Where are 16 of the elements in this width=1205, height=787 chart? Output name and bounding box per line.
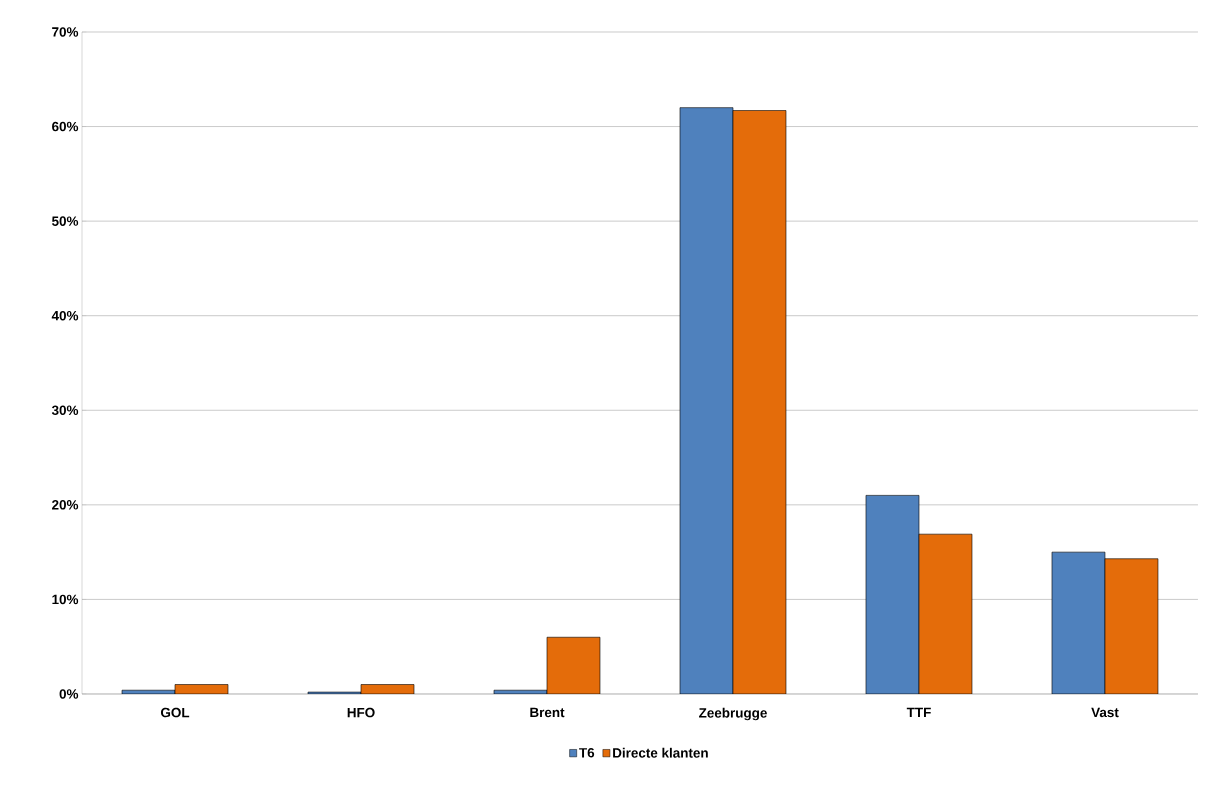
y-tick-label: 20% xyxy=(52,500,79,510)
legend-label: T6 xyxy=(579,747,595,758)
x-tick-label: HFO xyxy=(347,707,375,718)
y-tick-label: 30% xyxy=(51,405,79,416)
x-tick-label: Brent xyxy=(530,707,565,718)
y-tick-label: 10% xyxy=(52,594,79,605)
x-tick-label: TTF xyxy=(906,707,931,718)
y-tick-label: 70% xyxy=(52,27,79,37)
y-tick-label: 50% xyxy=(51,216,79,226)
y-tick-label: 60% xyxy=(52,121,79,132)
y-tick-label: 40% xyxy=(51,310,79,321)
x-tick-label: Zeebrugge xyxy=(699,707,767,721)
legend-label: Directe klanten xyxy=(613,747,708,758)
x-tick-label: GOL xyxy=(160,707,190,718)
y-tick-label: 0% xyxy=(59,689,79,699)
x-tick-label: Vast xyxy=(1091,707,1119,718)
